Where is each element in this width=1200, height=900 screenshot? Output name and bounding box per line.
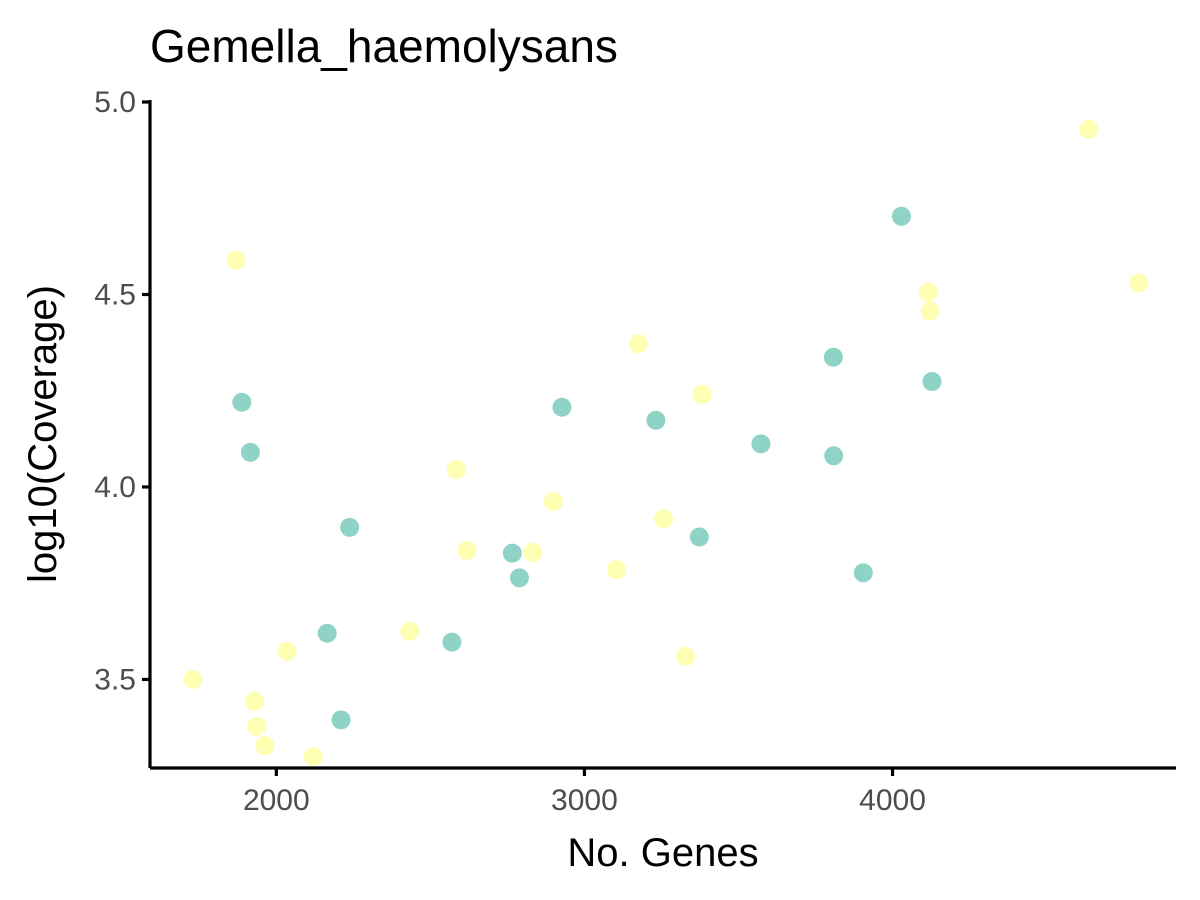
- x-tick-label: 2000: [243, 784, 310, 817]
- y-tick-label: 4.5: [94, 278, 136, 311]
- data-point: [400, 621, 420, 641]
- data-point: [853, 563, 873, 583]
- data-point: [446, 460, 466, 480]
- data-point: [824, 446, 844, 466]
- data-point: [1129, 273, 1149, 293]
- data-point: [689, 527, 709, 547]
- data-point: [226, 250, 246, 270]
- data-point: [606, 560, 626, 580]
- data-points: [183, 119, 1149, 766]
- data-point: [552, 397, 572, 417]
- data-point: [922, 371, 942, 391]
- data-point: [317, 623, 337, 643]
- data-point: [628, 334, 648, 354]
- data-point: [523, 542, 543, 562]
- data-point: [240, 442, 260, 462]
- data-point: [232, 392, 252, 412]
- x-tick-label: 4000: [859, 784, 926, 817]
- x-axis-ticks: 2000 3000 4000: [243, 768, 926, 817]
- data-point: [502, 543, 522, 563]
- data-point: [331, 710, 351, 730]
- x-tick-label: 3000: [551, 784, 618, 817]
- data-point: [654, 509, 674, 529]
- y-tick-label: 5.0: [94, 86, 136, 119]
- data-point: [823, 347, 843, 367]
- y-axis-ticks: 3.5 4.0 4.5 5.0: [94, 86, 150, 696]
- y-tick-label: 4.0: [94, 471, 136, 504]
- data-point: [245, 691, 265, 711]
- data-point: [183, 669, 203, 689]
- data-point: [692, 384, 712, 404]
- data-point: [457, 540, 477, 560]
- y-tick-label: 3.5: [94, 663, 136, 696]
- data-point: [1079, 119, 1099, 139]
- data-point: [751, 434, 771, 454]
- data-point: [255, 736, 275, 756]
- data-point: [247, 716, 267, 736]
- data-point: [918, 282, 938, 302]
- data-point: [543, 492, 563, 512]
- data-point: [340, 517, 360, 537]
- data-point: [920, 301, 940, 321]
- data-point: [646, 410, 666, 430]
- x-axis-title: No. Genes: [567, 831, 758, 875]
- chart-title: Gemella_haemolysans: [150, 20, 618, 72]
- data-point: [675, 646, 695, 666]
- data-point: [303, 746, 323, 766]
- data-point: [891, 206, 911, 226]
- data-point: [442, 632, 462, 652]
- data-point: [277, 641, 297, 661]
- data-point: [509, 568, 529, 588]
- y-axis-title: log10(Coverage): [21, 285, 65, 583]
